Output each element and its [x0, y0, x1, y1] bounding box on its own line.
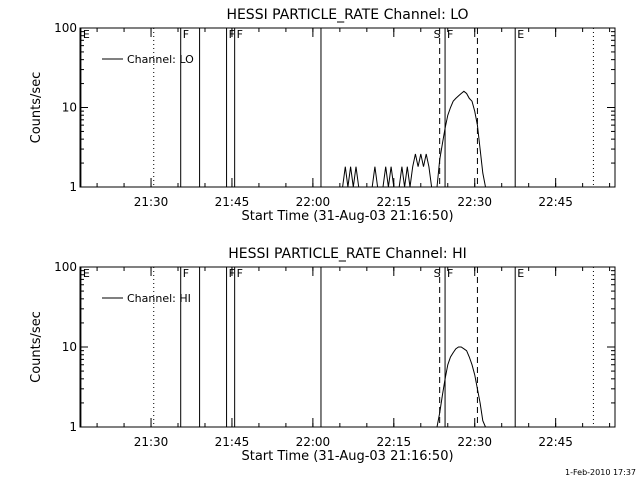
- x-axis-label: Start Time (31-Aug-03 21:16:50): [241, 449, 453, 464]
- event-marker-label: F: [447, 267, 453, 280]
- event-marker-label: E: [517, 28, 524, 41]
- legend-label: Channel: HI: [127, 292, 191, 305]
- chart-title: HESSI PARTICLE_RATE Channel: HI: [228, 246, 466, 262]
- y-axis-label: Counts/sec: [29, 72, 44, 144]
- x-tick-label: 22:15: [377, 435, 412, 449]
- event-marker-label: E: [83, 28, 90, 41]
- y-tick-label: 1: [69, 180, 77, 194]
- x-tick-label: 22:30: [457, 435, 492, 449]
- x-tick-label: 22:00: [296, 195, 331, 209]
- event-marker-label: F: [183, 28, 189, 41]
- event-marker-label: F: [237, 267, 243, 280]
- y-tick-label: 100: [54, 260, 77, 274]
- event-marker-label: S: [434, 267, 441, 280]
- y-tick-label: 100: [54, 21, 77, 35]
- x-tick-label: 22:00: [296, 435, 331, 449]
- event-marker-label: F: [229, 267, 235, 280]
- x-tick-label: 22:45: [538, 435, 573, 449]
- x-tick-label: 21:45: [215, 435, 250, 449]
- legend-label: Channel: LO: [127, 53, 194, 66]
- event-marker-label: E: [83, 267, 90, 280]
- data-series-line: [342, 90, 486, 188]
- timestamp-stamp: 1-Feb-2010 17:37: [565, 468, 636, 477]
- event-marker-label: S: [434, 28, 441, 41]
- y-axis-label: Counts/sec: [29, 311, 44, 383]
- y-tick-label: 1: [69, 420, 77, 434]
- event-marker-label: F: [237, 28, 243, 41]
- data-series-line: [436, 346, 486, 428]
- x-axis-label: Start Time (31-Aug-03 21:16:50): [241, 209, 453, 224]
- y-tick-label: 10: [62, 340, 77, 354]
- plot-frame: [79, 27, 616, 188]
- event-marker-label: F: [447, 28, 453, 41]
- event-marker-label: F: [229, 28, 235, 41]
- y-tick-label: 10: [62, 101, 77, 115]
- event-marker-label: E: [517, 267, 524, 280]
- plot-frame: [79, 266, 616, 428]
- x-tick-label: 22:45: [538, 195, 573, 209]
- x-tick-label: 21:30: [134, 435, 169, 449]
- event-marker-label: F: [183, 267, 189, 280]
- x-tick-label: 22:15: [377, 195, 412, 209]
- x-tick-label: 21:30: [134, 195, 169, 209]
- chart-title: HESSI PARTICLE_RATE Channel: LO: [226, 7, 468, 23]
- x-tick-label: 22:30: [457, 195, 492, 209]
- x-tick-label: 21:45: [215, 195, 250, 209]
